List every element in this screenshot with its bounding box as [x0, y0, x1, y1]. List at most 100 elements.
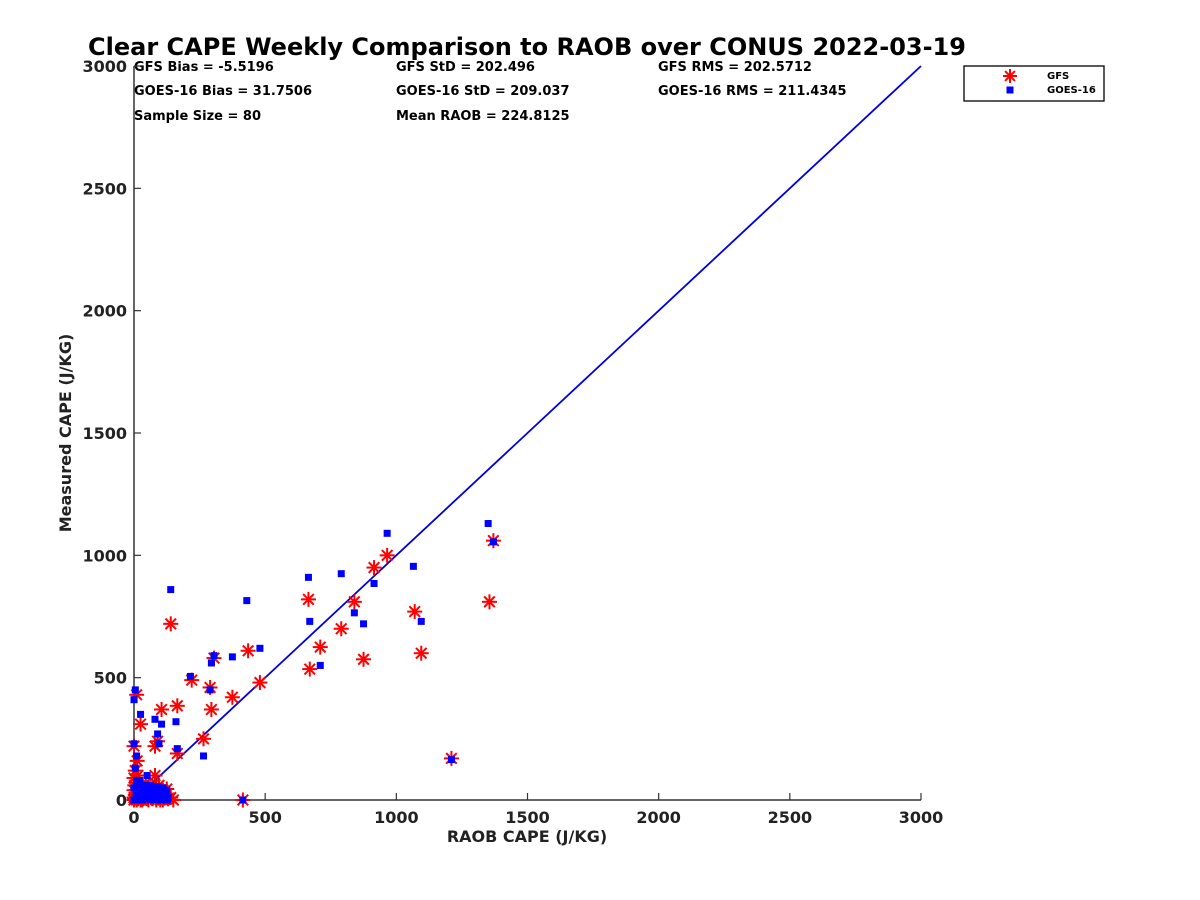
y-tick-label: 500 [94, 669, 127, 688]
gfs-point [300, 591, 316, 607]
goes16-point [133, 752, 141, 760]
stat-text: Mean RAOB = 224.8125 [396, 109, 570, 124]
goes16-point [157, 796, 165, 804]
goes16-point [153, 783, 161, 791]
gfs-point [154, 701, 170, 717]
goes16-point [243, 597, 251, 605]
goes16-point [206, 686, 214, 694]
y-tick-label: 0 [116, 791, 127, 810]
goes16-point [151, 715, 159, 723]
y-tick-label: 2500 [82, 179, 127, 198]
gfs-point [302, 661, 318, 677]
goes16-point [360, 620, 368, 628]
goes16-point [149, 791, 157, 799]
y-tick-label: 2000 [82, 302, 127, 321]
stat-text: GFS RMS = 202.5712 [658, 60, 812, 75]
stat-text: GOES-16 Bias = 31.7506 [134, 84, 312, 99]
goes16-point [145, 789, 153, 797]
goes16-point [139, 781, 147, 789]
goes16-point [163, 786, 171, 794]
goes16-point [159, 784, 167, 792]
gfs-point [379, 547, 395, 563]
goes16-point [143, 772, 151, 780]
legend-label: GFS [1047, 71, 1069, 82]
gfs-point [203, 701, 219, 717]
gfs-point [224, 689, 240, 705]
x-tick-label: 2000 [636, 808, 681, 827]
legend: GFS GOES-16 [963, 65, 1105, 102]
goes16-point [304, 573, 312, 581]
gfs-point [413, 645, 429, 661]
gfs-point [240, 643, 256, 659]
goes16-point [370, 579, 378, 587]
legend-label: GOES-16 [1047, 85, 1096, 96]
goes16-point [136, 776, 144, 784]
goes16-point [137, 710, 145, 718]
y-tick-label: 1500 [82, 424, 127, 443]
gfs-point [169, 698, 185, 714]
x-tick-label: 1000 [374, 808, 419, 827]
y-tick-label: 1000 [82, 546, 127, 565]
gfs-point [481, 594, 497, 610]
goes16-point [161, 792, 169, 800]
y-tick-label: 3000 [82, 57, 127, 76]
stat-text: Sample Size = 80 [134, 109, 261, 124]
axis-ticks: 0 500 1000 1500 2000 2500 3000 0 500 1000 1500 2000… [82, 57, 943, 827]
x-tick-label: 0 [128, 808, 139, 827]
goes16-point [484, 520, 492, 528]
goes16-point [130, 740, 138, 748]
legend-gfs-marker [1003, 69, 1017, 83]
goes16-point [409, 562, 417, 570]
gfs-point [407, 604, 423, 620]
goes16-point [350, 609, 358, 617]
goes16-point [158, 787, 166, 795]
goes16-point [417, 617, 425, 625]
goes16-point [316, 661, 324, 669]
goes16-point [155, 740, 163, 748]
goes16-point [141, 789, 149, 797]
goes16-point [383, 529, 391, 537]
legend-box [963, 65, 1105, 102]
gfs-point [346, 594, 362, 610]
legend-entries: GFS GOES-16 [1003, 69, 1096, 96]
stat-text: GOES-16 RMS = 211.4345 [658, 84, 847, 99]
gfs-point [312, 639, 328, 655]
goes16-point [207, 659, 215, 667]
goes16-point [164, 796, 172, 804]
goes16-point [228, 653, 236, 661]
goes16-point [337, 570, 345, 578]
x-tick-label: 3000 [899, 808, 944, 827]
goes16-point [131, 764, 139, 772]
goes16-point [489, 538, 497, 546]
goes16-point [210, 652, 218, 660]
goes16-point [154, 730, 162, 738]
gfs-point [196, 731, 212, 747]
stat-text: GOES-16 StD = 209.037 [396, 84, 570, 99]
goes16-point [130, 796, 138, 804]
gfs-point [163, 616, 179, 632]
goes16-point [173, 745, 181, 753]
goes16-point [133, 781, 141, 789]
gfs-point [333, 621, 349, 637]
data-points [126, 520, 501, 808]
goes16-point [186, 672, 194, 680]
stat-text: GFS StD = 202.496 [396, 60, 535, 75]
goes16-point [130, 696, 138, 704]
gfs-point [366, 560, 382, 576]
goes16-point [146, 781, 154, 789]
goes16-point [138, 796, 146, 804]
goes16-point [140, 785, 148, 793]
goes16-point [144, 794, 152, 802]
gfs-point [133, 716, 149, 732]
goes16-point [150, 796, 158, 804]
goes16-point [172, 718, 180, 726]
goes16-point [256, 644, 264, 652]
goes16-point [131, 686, 139, 694]
y-axis-label: Measured CAPE (J/KG) [56, 334, 75, 533]
goes16-point [152, 786, 160, 794]
goes16-point [447, 756, 455, 764]
one-to-one-line [133, 65, 922, 801]
stats-annotations: GFS Bias = -5.5196 GFS StD = 202.496 GFS R… [134, 60, 847, 124]
goes16-point [200, 752, 208, 760]
